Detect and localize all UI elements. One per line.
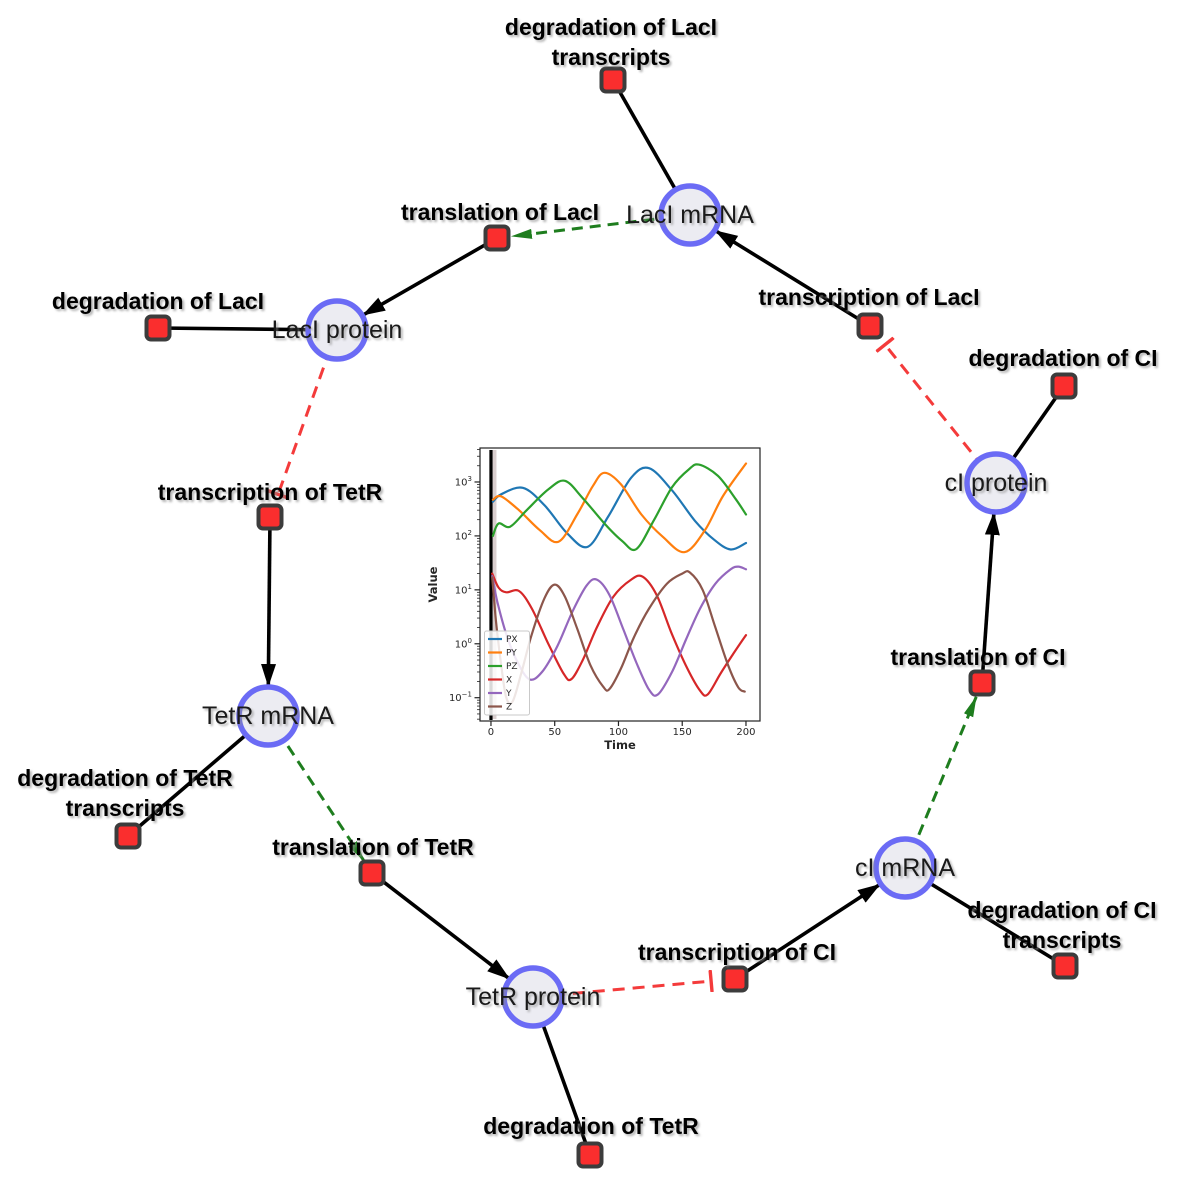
series-line-PZ <box>491 463 748 552</box>
reaction-label-transcr_laci: transcription of LacI <box>758 284 979 310</box>
reaction-node-transl_tetr[interactable] <box>358 859 386 887</box>
reaction-node-deg_ci_tr[interactable] <box>1051 952 1079 980</box>
axes-frame <box>479 447 761 722</box>
chart-background <box>425 438 770 760</box>
reaction-node-deg_laci[interactable] <box>144 314 172 342</box>
edge-production <box>734 883 881 981</box>
species-label-ci_mrna: cI mRNA <box>855 854 955 882</box>
legend-label-Y: Y <box>505 689 512 699</box>
legend-label-PZ: PZ <box>506 662 518 672</box>
edge-production <box>714 229 871 328</box>
edge-production <box>370 871 511 980</box>
reaction-node-deg_tetr_tr[interactable] <box>114 822 142 850</box>
species-node-ci_prot[interactable] <box>964 451 1028 515</box>
species-node-laci_prot[interactable] <box>305 298 369 362</box>
reactions-layer <box>114 66 1079 1169</box>
x-tick-label: 100 <box>609 727 628 738</box>
legend-label-PX: PX <box>506 635 518 645</box>
species-label-laci_mrna: LacI mRNA <box>626 201 754 229</box>
reaction-node-transcr_tetr[interactable] <box>256 503 284 531</box>
x-axis-title: Time <box>604 738 636 752</box>
edge-modifier <box>903 695 978 869</box>
species-node-laci_mrna[interactable] <box>658 183 722 247</box>
reaction-node-transcr_ci[interactable] <box>721 965 749 993</box>
series-line-PX <box>491 466 748 551</box>
edge-production <box>362 236 498 317</box>
edge-modifier <box>510 213 691 239</box>
reaction-label-transl_tetr: translation of TetR <box>272 834 474 860</box>
reaction-label-transcr_ci: transcription of CI <box>638 939 836 965</box>
labels-layer: LacI mRNA LacI protein cI protein TetR mRNA… <box>17 14 1157 1139</box>
reaction-label-deg_tetr_tr: degradation of TetR transcripts <box>17 765 233 821</box>
reaction-label-deg_tetr: degradation of TetR <box>483 1113 699 1139</box>
reaction-label-deg_ci: degradation of CI <box>968 345 1157 371</box>
legend-label-Z: Z <box>506 703 512 713</box>
species-label-laci_prot: LacI protein <box>272 316 403 344</box>
y-axis-title: Value <box>426 566 440 602</box>
species-label-tetr_prot: TetR protein <box>466 983 601 1011</box>
species-label-ci_prot: cI protein <box>945 469 1048 497</box>
reaction-node-transl_ci[interactable] <box>968 669 996 697</box>
species-label-tetr_mrna: TetR mRNA <box>202 702 334 730</box>
reaction-node-deg_ci[interactable] <box>1050 372 1078 400</box>
reaction-label-transl_laci: translation of LacI <box>401 199 599 225</box>
legend-label-PY: PY <box>506 649 517 659</box>
species-layer <box>236 183 1028 1029</box>
reaction-label-transl_ci: translation of CI <box>890 644 1065 670</box>
x-tick-label: 50 <box>548 727 561 738</box>
x-tick-label: 200 <box>736 727 755 738</box>
series-line-X <box>491 572 748 697</box>
reaction-node-transcr_laci[interactable] <box>856 312 884 340</box>
reaction-label-deg_laci_tr: degradation of LacI transcripts <box>505 14 717 70</box>
species-node-tetr_prot[interactable] <box>501 965 565 1029</box>
legend-label-X: X <box>506 676 512 686</box>
series-line-PY <box>491 462 748 554</box>
legend: PX PY PZ XYZ <box>484 630 530 716</box>
species-node-ci_mrna[interactable] <box>873 836 937 900</box>
x-tick-label: 150 <box>673 727 692 738</box>
edge-production <box>261 516 277 688</box>
edge-production <box>980 511 1000 684</box>
reaction-node-deg_tetr[interactable] <box>576 1141 604 1169</box>
chart-canvas: 0 50 100 150 20010310210110010−1TimeValuePXP… <box>425 438 770 760</box>
reaction-label-transcr_tetr: transcription of TetR <box>158 479 383 505</box>
reaction-node-deg_laci_tr[interactable] <box>599 66 627 94</box>
reaction-label-deg_ci_tr: degradation of CI transcripts <box>967 897 1156 953</box>
reaction-label-deg_laci: degradation of LacI <box>52 288 264 314</box>
reaction-node-transl_laci[interactable] <box>483 224 511 252</box>
species-node-tetr_mrna[interactable] <box>236 684 300 748</box>
x-tick-label: 0 <box>488 727 494 738</box>
timecourse-inset-chart: 0 50 100 150 200 103 102 101 100 10−1 Time Value PX P… <box>425 438 770 760</box>
